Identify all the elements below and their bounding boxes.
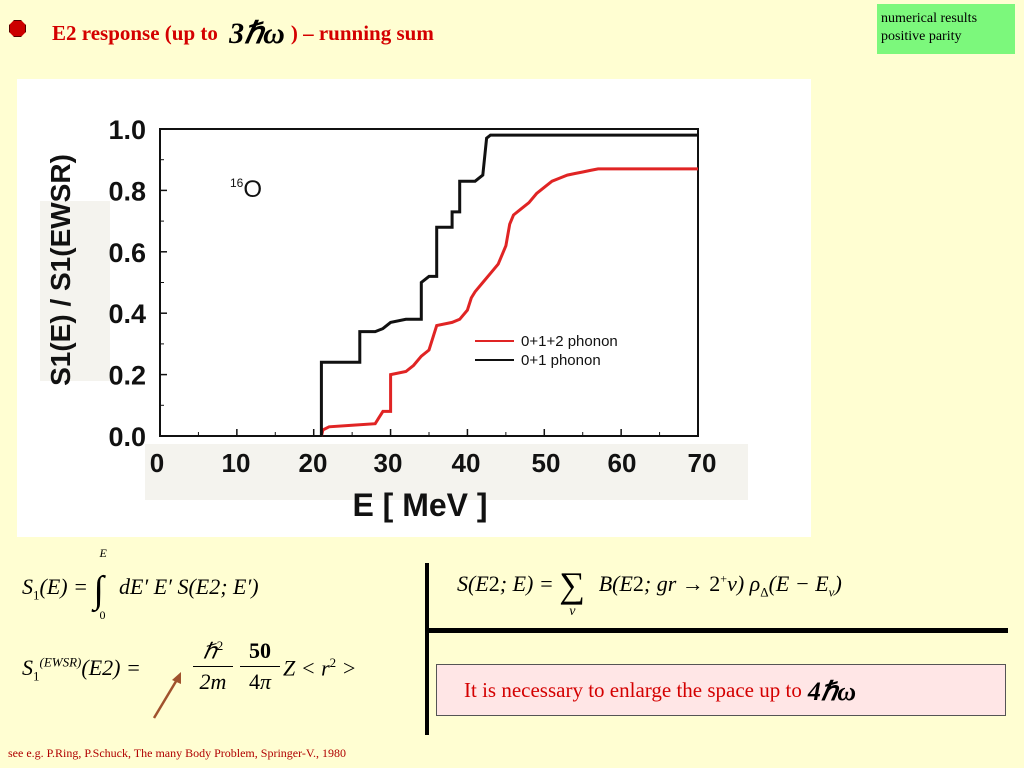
y-tick-label: 0.6: [108, 238, 146, 268]
y-tick-label: 1.0: [108, 115, 146, 145]
arrow-icon: [152, 672, 181, 719]
title-suffix: ) – running sum: [290, 21, 434, 45]
running-sum-chart: 0.0 0.2 0.4 0.6 0.8 1.0 0 10 20 30 40 50 60 70 E [ MeV…: [45, 115, 717, 523]
message-symbol: 4ℏω: [807, 677, 857, 706]
note-box: numerical results positive parity: [877, 4, 1015, 54]
series-line-2: [319, 133, 698, 436]
x-tick-label: 0: [150, 448, 164, 478]
message-text: It is necessary to enlarge the space up …: [464, 678, 802, 702]
message-box: It is necessary to enlarge the space up …: [436, 664, 1006, 716]
formula-z-r2: Z < r2 >: [283, 655, 357, 681]
x-tick-label: 10: [222, 448, 251, 478]
title-prefix: E2 response (up to: [52, 21, 224, 45]
formula-running-sum: S1(E) = ∫ E 0 dE′ E′ S(E2; E′): [22, 546, 259, 622]
legend-label: 0+1+2 phonon: [521, 333, 618, 350]
note-line-2: positive parity: [881, 29, 962, 44]
x-tick-label: 70: [688, 448, 717, 478]
fraction-50: 50 4π: [240, 638, 280, 695]
axis-label-strip: [145, 444, 748, 500]
series-line-1: [319, 167, 698, 437]
y-tick-label: 0.8: [108, 176, 146, 206]
formula-strength: S(E2; E) = ∑ ν B(E2; gr → 2+ν) ρΔ(E − Eν…: [457, 565, 842, 619]
x-tick-label: 20: [299, 448, 328, 478]
legend-label: 0+1 phonon: [521, 352, 601, 369]
y-tick-label: 0.0: [108, 422, 146, 452]
formula-ewsr: S1(EWSR)(E2) =: [22, 655, 141, 684]
bullet-icon: [9, 20, 26, 37]
x-tick-label: 50: [532, 448, 561, 478]
footnote: see e.g. P.Ring, P.Schuck, The many Body…: [8, 746, 346, 760]
horizontal-divider: [428, 628, 1008, 633]
title-symbol: 3ℏω: [229, 17, 285, 50]
y-tick-label: 0.4: [108, 299, 146, 329]
vertical-divider: [425, 563, 429, 735]
nucleus-annotation: 16O: [230, 176, 262, 203]
fraction-hbar: ℏ2 2m: [193, 638, 233, 695]
note-line-1: numerical results: [881, 11, 978, 26]
y-axis-label: S1(E) / S1(EWSR): [45, 154, 76, 386]
x-tick-label: 30: [374, 448, 403, 478]
x-tick-label: 40: [452, 448, 481, 478]
ylabel-strip: [40, 201, 110, 381]
x-axis-label: E [ MeV ]: [352, 487, 487, 523]
y-tick-label: 0.2: [108, 361, 146, 391]
slide-title: E2 response (up to 3ℏω) – running sum: [52, 16, 434, 51]
x-tick-label: 60: [608, 448, 637, 478]
